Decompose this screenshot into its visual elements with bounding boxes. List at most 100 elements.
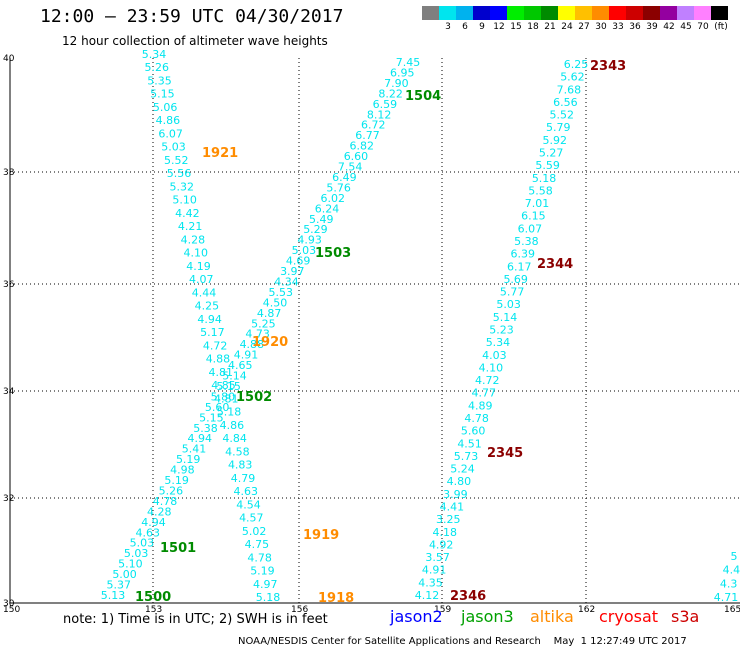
wave-height-value: 5.69 xyxy=(503,273,528,286)
pass-time-label: 2344 xyxy=(537,257,573,272)
wave-height-value: 6.49 xyxy=(332,171,357,184)
pass-time-label: 1501 xyxy=(160,541,196,556)
wave-height-value: 5.24 xyxy=(450,463,475,476)
wave-height-value: 7.90 xyxy=(384,77,409,90)
colorbar-swatch xyxy=(439,6,456,20)
y-tick-label: 32 xyxy=(3,494,14,504)
legend-altika: altika xyxy=(530,607,574,626)
x-tick-label: 150 xyxy=(3,605,20,615)
wave-height-value: 4.94 xyxy=(141,516,166,529)
wave-height-value: 5.79 xyxy=(546,121,571,134)
wave-height-value: 5.18 xyxy=(217,406,242,419)
colorbar-swatch xyxy=(490,6,507,20)
y-tick-label: 36 xyxy=(3,280,15,290)
colorbar-label: 45 xyxy=(680,22,692,32)
wave-height-value: 5.60 xyxy=(205,401,230,414)
wave-height-value: 4.79 xyxy=(231,472,256,485)
wave-height-value: 5.10 xyxy=(118,558,143,571)
colorbar-swatch xyxy=(643,6,660,20)
wave-height-value: 5.25 xyxy=(251,317,276,330)
colorbar-swatch xyxy=(609,6,626,20)
wave-height-value: 4.3 xyxy=(720,577,738,590)
wave-height-value: 7.45 xyxy=(396,56,421,69)
wave-height-value: 4.10 xyxy=(183,247,208,260)
pass-time-label: 1502 xyxy=(236,390,272,405)
wave-height-value: 7.54 xyxy=(338,161,363,174)
wave-height-value: 4.86 xyxy=(220,419,245,432)
wave-height-value: 3.97 xyxy=(280,265,305,278)
wave-height-value: 5.80 xyxy=(211,390,236,403)
wave-height-value: 4.88 xyxy=(240,338,265,351)
wave-height-value: 4.78 xyxy=(464,412,489,425)
colorbar-label: 42 xyxy=(663,22,675,32)
colorbar-label: 21 xyxy=(544,22,556,32)
pass-time-label: 1920 xyxy=(252,335,288,350)
wave-height-value: 4.77 xyxy=(472,387,497,400)
wave-height-value: 6.59 xyxy=(373,98,398,111)
wave-height-value: 6.02 xyxy=(321,192,346,205)
wave-height-value: 4.54 xyxy=(236,498,261,511)
wave-height-value: 5.10 xyxy=(172,194,197,207)
legend-jason3: jason3 xyxy=(461,607,514,626)
wave-height-value: 3.25 xyxy=(436,513,461,526)
pass-time-label: 1503 xyxy=(315,246,351,261)
y-tick-label: 38 xyxy=(3,168,15,178)
wave-height-value: 4.80 xyxy=(447,475,472,488)
wave-height-value: 4.63 xyxy=(234,485,259,498)
wave-height-value: 5.77 xyxy=(500,286,525,299)
footer-credit: NOAA/NESDIS Center for Satellite Applica… xyxy=(238,636,687,647)
wave-height-value: 5.18 xyxy=(532,172,557,185)
colorbar-label: 30 xyxy=(595,22,607,32)
wave-height-value: 4.81 xyxy=(214,392,239,405)
wave-height-value: 5.52 xyxy=(550,109,575,122)
pass-time-label: 1918 xyxy=(318,591,354,606)
wave-height-value: 5.58 xyxy=(528,184,553,197)
pass-time-label: 1500 xyxy=(135,590,171,605)
wave-height-value: 5.34 xyxy=(142,48,167,61)
wave-height-value: 4.34 xyxy=(274,275,299,288)
map-subtitle: 12 hour collection of altimeter wave hei… xyxy=(62,34,328,48)
wave-height-value: 5.15 xyxy=(199,411,224,424)
wave-height-value: 4.97 xyxy=(253,578,278,591)
wave-height-value: 4.12 xyxy=(415,589,440,602)
colorbar-swatch xyxy=(507,6,524,20)
colorbar-swatch xyxy=(626,6,643,20)
wave-height-value: 5.14 xyxy=(493,311,518,324)
wave-height-value: 5.19 xyxy=(176,453,201,466)
wave-height-value: 4.75 xyxy=(245,538,270,551)
wave-height-value: 4.72 xyxy=(475,374,500,387)
wave-height-value: 4.73 xyxy=(245,328,270,341)
wave-height-value: 4.94 xyxy=(197,313,222,326)
colorbar-label: 70 xyxy=(697,22,709,32)
pass-time-label: 2343 xyxy=(590,59,626,74)
colorbar-swatch xyxy=(575,6,592,20)
wave-height-value: 4.50 xyxy=(263,296,288,309)
legend-s3a: s3a xyxy=(671,607,700,626)
wave-height-value: 5.37 xyxy=(107,579,132,592)
colorbar-label: 15 xyxy=(510,22,522,32)
wave-height-value: 4.44 xyxy=(192,286,217,299)
wave-height-value: 4.35 xyxy=(418,576,443,589)
wave-height-value: 5.52 xyxy=(164,154,189,167)
wave-height-value: 5.38 xyxy=(514,235,539,248)
x-tick-label: 165 xyxy=(724,605,740,615)
wave-height-value: 5.32 xyxy=(170,180,195,193)
colorbar-label: 39 xyxy=(646,22,658,32)
colorbar-label: 6 xyxy=(462,22,468,32)
y-tick-label: 34 xyxy=(3,387,15,397)
wave-height-value: 5.03 xyxy=(130,537,155,550)
wave-height-value: 5.76 xyxy=(326,181,351,194)
wave-height-value: 4.98 xyxy=(170,464,195,477)
colorbar-label: 36 xyxy=(629,22,641,32)
wave-height-value: 4.42 xyxy=(175,207,200,220)
wave-height-value: 6.95 xyxy=(390,66,415,79)
wave-height-value: 5.59 xyxy=(535,159,560,172)
wave-height-value: 5.60 xyxy=(461,425,486,438)
wave-height-value: 5.53 xyxy=(268,286,293,299)
wave-height-value: 6.25 xyxy=(564,58,589,71)
wave-height-value: 6.82 xyxy=(349,140,374,153)
wave-height-value: 5.27 xyxy=(539,147,564,160)
wave-height-value: 7.68 xyxy=(557,83,582,96)
x-tick-label: 159 xyxy=(434,605,451,615)
wave-height-value: 5.23 xyxy=(489,324,514,337)
